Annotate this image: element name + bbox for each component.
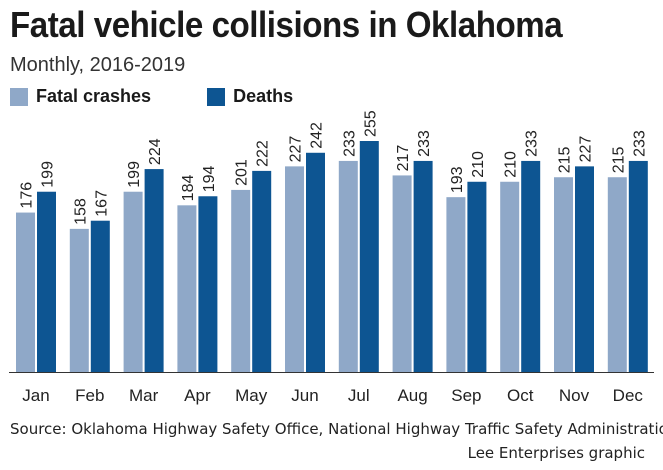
- legend-swatch-fatal-crashes: [10, 87, 28, 106]
- x-tick-label-nov: Nov: [559, 386, 590, 405]
- bar-fatal-crashes-sep: [446, 197, 466, 372]
- bar-deaths-jul: [359, 141, 379, 372]
- data-label-deaths-may: 222: [255, 140, 272, 167]
- data-label-deaths-aug: 233: [416, 130, 433, 157]
- data-label-deaths-dec: 233: [631, 130, 648, 157]
- data-label-fatal-crashes-nov: 215: [557, 146, 574, 173]
- data-label-deaths-jan: 199: [40, 161, 57, 188]
- bar-fatal-crashes-jul: [338, 160, 358, 372]
- bar-deaths-may: [252, 170, 272, 372]
- legend-item-fatal-crashes: Fatal crashes: [10, 86, 151, 107]
- legend-label-fatal-crashes: Fatal crashes: [36, 86, 152, 106]
- data-label-fatal-crashes-jul: 233: [341, 130, 358, 157]
- data-label-fatal-crashes-feb: 158: [72, 198, 89, 225]
- x-tick-label-jun: Jun: [291, 386, 318, 405]
- data-label-fatal-crashes-oct: 210: [503, 151, 520, 178]
- x-tick-label-may: May: [235, 386, 268, 405]
- x-tick-label-feb: Feb: [75, 386, 104, 405]
- bar-deaths-oct: [521, 160, 541, 372]
- bar-deaths-feb: [90, 220, 110, 372]
- bar-fatal-crashes-oct: [500, 181, 520, 372]
- x-tick-label-mar: Mar: [129, 386, 159, 405]
- x-tick-label-aug: Aug: [397, 386, 427, 405]
- bar-deaths-aug: [413, 160, 433, 372]
- data-label-deaths-apr: 194: [201, 165, 218, 192]
- x-tick-label-jul: Jul: [348, 386, 370, 405]
- bar-fatal-crashes-mar: [123, 191, 143, 372]
- bar-deaths-apr: [198, 196, 218, 372]
- bar-fatal-crashes-may: [231, 189, 251, 372]
- x-tick-label-jan: Jan: [22, 386, 49, 405]
- bar-fatal-crashes-jan: [16, 212, 35, 372]
- data-label-deaths-oct: 233: [524, 130, 541, 157]
- data-label-deaths-sep: 210: [470, 151, 487, 178]
- bar-fatal-crashes-feb: [69, 228, 89, 372]
- x-tick-label-sep: Sep: [451, 386, 481, 405]
- bar-deaths-dec: [628, 160, 648, 372]
- bar-fatal-crashes-nov: [554, 177, 573, 372]
- bar-fatal-crashes-apr: [177, 205, 197, 372]
- source-note: Source: Oklahoma Highway Safety Office, …: [10, 420, 663, 438]
- data-label-fatal-crashes-jan: 176: [19, 182, 36, 209]
- data-label-fatal-crashes-jun: 227: [288, 136, 305, 163]
- legend: Fatal crashes Deaths: [10, 86, 293, 107]
- legend-label-deaths: Deaths: [233, 86, 294, 106]
- bar-deaths-jan: [37, 191, 56, 372]
- x-tick-label-apr: Apr: [184, 386, 211, 405]
- bar-deaths-nov: [575, 166, 594, 372]
- data-label-fatal-crashes-apr: 184: [180, 175, 197, 202]
- data-label-deaths-jun: 242: [309, 122, 326, 149]
- data-label-deaths-mar: 224: [147, 138, 164, 165]
- chart-title: Fatal vehicle collisions in Oklahoma: [10, 4, 563, 45]
- chart-subtitle: Monthly, 2016-2019: [10, 54, 186, 76]
- bar-deaths-jun: [306, 152, 325, 372]
- data-label-deaths-feb: 167: [93, 190, 110, 217]
- legend-item-deaths: Deaths: [207, 86, 293, 107]
- data-label-fatal-crashes-mar: 199: [126, 161, 143, 188]
- data-label-deaths-nov: 227: [578, 136, 595, 163]
- graphic-credit: Lee Enterprises graphic: [467, 444, 645, 462]
- data-label-fatal-crashes-dec: 215: [610, 146, 627, 173]
- x-tick-label-oct: Oct: [507, 386, 534, 405]
- bar-fatal-crashes-aug: [392, 175, 412, 372]
- bar-fatal-crashes-dec: [607, 177, 627, 372]
- bar-deaths-sep: [467, 181, 487, 372]
- data-label-fatal-crashes-aug: 217: [395, 145, 412, 172]
- bar-fatal-crashes-jun: [285, 166, 304, 372]
- data-label-deaths-jul: 255: [362, 110, 379, 137]
- legend-swatch-deaths: [207, 87, 226, 106]
- bar-deaths-mar: [144, 169, 164, 372]
- data-label-fatal-crashes-may: 201: [234, 159, 251, 186]
- data-label-fatal-crashes-sep: 193: [449, 166, 466, 193]
- x-tick-label-dec: Dec: [613, 386, 644, 405]
